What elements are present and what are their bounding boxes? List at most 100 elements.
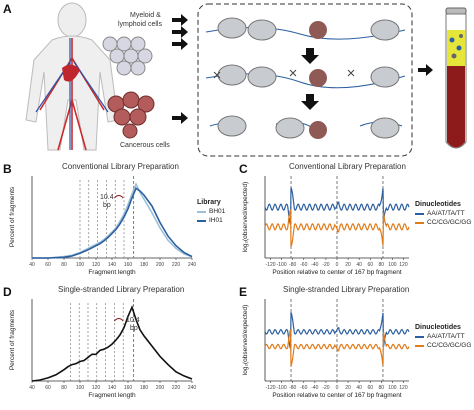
- period-bracket: [114, 195, 124, 199]
- legend-label: AA/AT/TA/TT: [427, 333, 465, 340]
- process-box: [197, 3, 413, 157]
- panel-d-title: Single-stranded Library Preparation: [58, 285, 185, 294]
- legend-item: IH01: [197, 216, 225, 225]
- chart-c: -120 -100 -80 -60 -40 -20 0 20 40 60 80 100 120Posit…: [242, 176, 410, 276]
- legend-label: CC/CG/GC/GG: [427, 342, 472, 349]
- y-axis-label: Percent of fragments: [9, 309, 16, 370]
- x-tick-label: 120: [92, 262, 101, 268]
- series-line: [31, 304, 193, 382]
- x-tick-label: 0: [336, 385, 339, 391]
- x-tick-label: 40: [356, 385, 362, 391]
- x-tick-label: 60: [367, 262, 373, 268]
- y-axis-label: Percent of fragments: [9, 186, 16, 247]
- x-tick-label: -80: [289, 385, 296, 391]
- x-axis-label: Fragment length: [88, 392, 136, 399]
- panel-e-legend: Dinucleotides AA/AT/TA/TT CC/CG/GC/GG: [415, 323, 471, 350]
- x-tick-label: 140: [108, 385, 117, 391]
- x-tick-label: 140: [108, 262, 117, 268]
- x-tick-label: -120: [266, 262, 276, 268]
- legend-item: AA/AT/TA/TT: [415, 332, 471, 341]
- chart-b: 40 60 80 100 120 140 160 180 200 220 240 Fragment l…: [9, 176, 197, 276]
- cancer-label: Cancerous cells: [120, 142, 170, 149]
- x-tick-label: 100: [388, 262, 397, 268]
- myeloid-cells-icon: [102, 36, 153, 76]
- panel-a-label: A: [3, 2, 12, 16]
- x-tick-label: 80: [61, 262, 67, 268]
- cancer-cells-icon: [107, 91, 155, 139]
- x-tick-label: 100: [388, 385, 397, 391]
- y-axis-label: log₂(observed/expected): [242, 305, 249, 375]
- x-tick-label: 240: [188, 385, 197, 391]
- x-tick-label: 100: [76, 385, 85, 391]
- chart-e: -120 -100 -80 -60 -40 -20 0 20 40 60 80 100 120Posit…: [242, 299, 410, 399]
- panel-c-label: C: [239, 162, 248, 176]
- panel-b: B Conventional Library Preparation 40 60 8…: [0, 160, 237, 282]
- x-tick-label: 220: [172, 262, 181, 268]
- legend-label: AA/AT/TA/TT: [427, 210, 465, 217]
- x-tick-label: 200: [156, 385, 165, 391]
- panel-c: C Conventional Library Preparation -120-…: [237, 160, 474, 282]
- x-tick-label: 80: [379, 262, 385, 268]
- panel-c-legend: Dinucleotides AA/AT/TA/TT CC/CG/GC/GG: [415, 200, 471, 227]
- panel-d-annotation-value: 10.4: [126, 317, 140, 324]
- x-tick-label: 80: [379, 385, 385, 391]
- legend-label: IH01: [209, 217, 223, 224]
- human-body-illustration: [25, 2, 119, 151]
- x-axis-label: Position relative to center of 167 bp fr…: [272, 269, 402, 276]
- x-tick-label: 120: [92, 385, 101, 391]
- legend-title: Dinucleotides: [415, 201, 461, 208]
- x-tick-label: -60: [300, 262, 307, 268]
- down-arrow-2: [301, 94, 319, 110]
- x-tick-label: 160: [124, 262, 133, 268]
- y-axis-label: log₂(observed/expected): [242, 182, 249, 252]
- output-arrow: [418, 64, 433, 76]
- x-tick-label: 180: [140, 385, 149, 391]
- x-tick-label: 60: [45, 262, 51, 268]
- x-tick-label: 240: [188, 262, 197, 268]
- lymphoid-label: lymphoid cells: [118, 21, 162, 28]
- chromatin-row-2: [205, 64, 406, 89]
- legend-title: Library: [197, 199, 221, 206]
- x-tick-label: -20: [322, 262, 329, 268]
- x-tick-label: 60: [45, 385, 51, 391]
- x-tick-label: -100: [277, 262, 287, 268]
- chromatin-row-3: [209, 115, 403, 139]
- chromatin-row-1: [205, 17, 406, 41]
- x-tick-label: -60: [300, 385, 307, 391]
- series-line: [264, 209, 410, 247]
- panel-e-title: Single-stranded Library Preparation: [283, 285, 410, 294]
- chart-d: 40 60 80 100 120 140 160 180 200 220 240 Fragment l…: [9, 299, 197, 399]
- x-tick-label: -20: [322, 385, 329, 391]
- panel-b-annotation-value: 10.4: [100, 194, 114, 201]
- panel-d-annotation-unit: bp: [130, 325, 138, 332]
- legend-item: CC/CG/GC/GG: [415, 341, 471, 350]
- panel-a: A: [0, 0, 474, 160]
- panel-e-label: E: [239, 285, 248, 299]
- legend-label: CC/CG/GC/GG: [427, 219, 472, 226]
- x-tick-label: -40: [311, 385, 318, 391]
- panel-a-illustration: [25, 2, 467, 157]
- x-axis-label: Position relative to center of 167 bp fr…: [272, 392, 402, 399]
- input-arrows: [172, 14, 188, 124]
- x-tick-label: 60: [367, 385, 373, 391]
- x-tick-label: 20: [345, 385, 351, 391]
- legend-item: CC/CG/GC/GG: [415, 218, 471, 227]
- panel-b-annotation-unit: bp: [103, 202, 111, 209]
- myeloid-label: Myeloid &: [130, 12, 161, 19]
- panel-b-legend: Library BH01 IH01: [197, 198, 225, 225]
- panel-e: E Single-stranded Library Preparation -1…: [237, 283, 474, 405]
- x-tick-label: 20: [345, 262, 351, 268]
- x-tick-label: 40: [29, 385, 35, 391]
- x-tick-label: 200: [156, 262, 165, 268]
- x-tick-label: 100: [76, 262, 85, 268]
- x-tick-label: -120: [266, 385, 276, 391]
- x-tick-label: 40: [356, 262, 362, 268]
- panel-d: D Single-stranded Library Preparation 40…: [0, 283, 237, 405]
- x-tick-label: 120: [399, 262, 408, 268]
- x-tick-label: 120: [399, 385, 408, 391]
- legend-item: BH01: [197, 207, 225, 216]
- series-line: [264, 329, 410, 367]
- x-tick-label: -100: [277, 385, 287, 391]
- legend-item: AA/AT/TA/TT: [415, 209, 471, 218]
- x-tick-label: 180: [140, 262, 149, 268]
